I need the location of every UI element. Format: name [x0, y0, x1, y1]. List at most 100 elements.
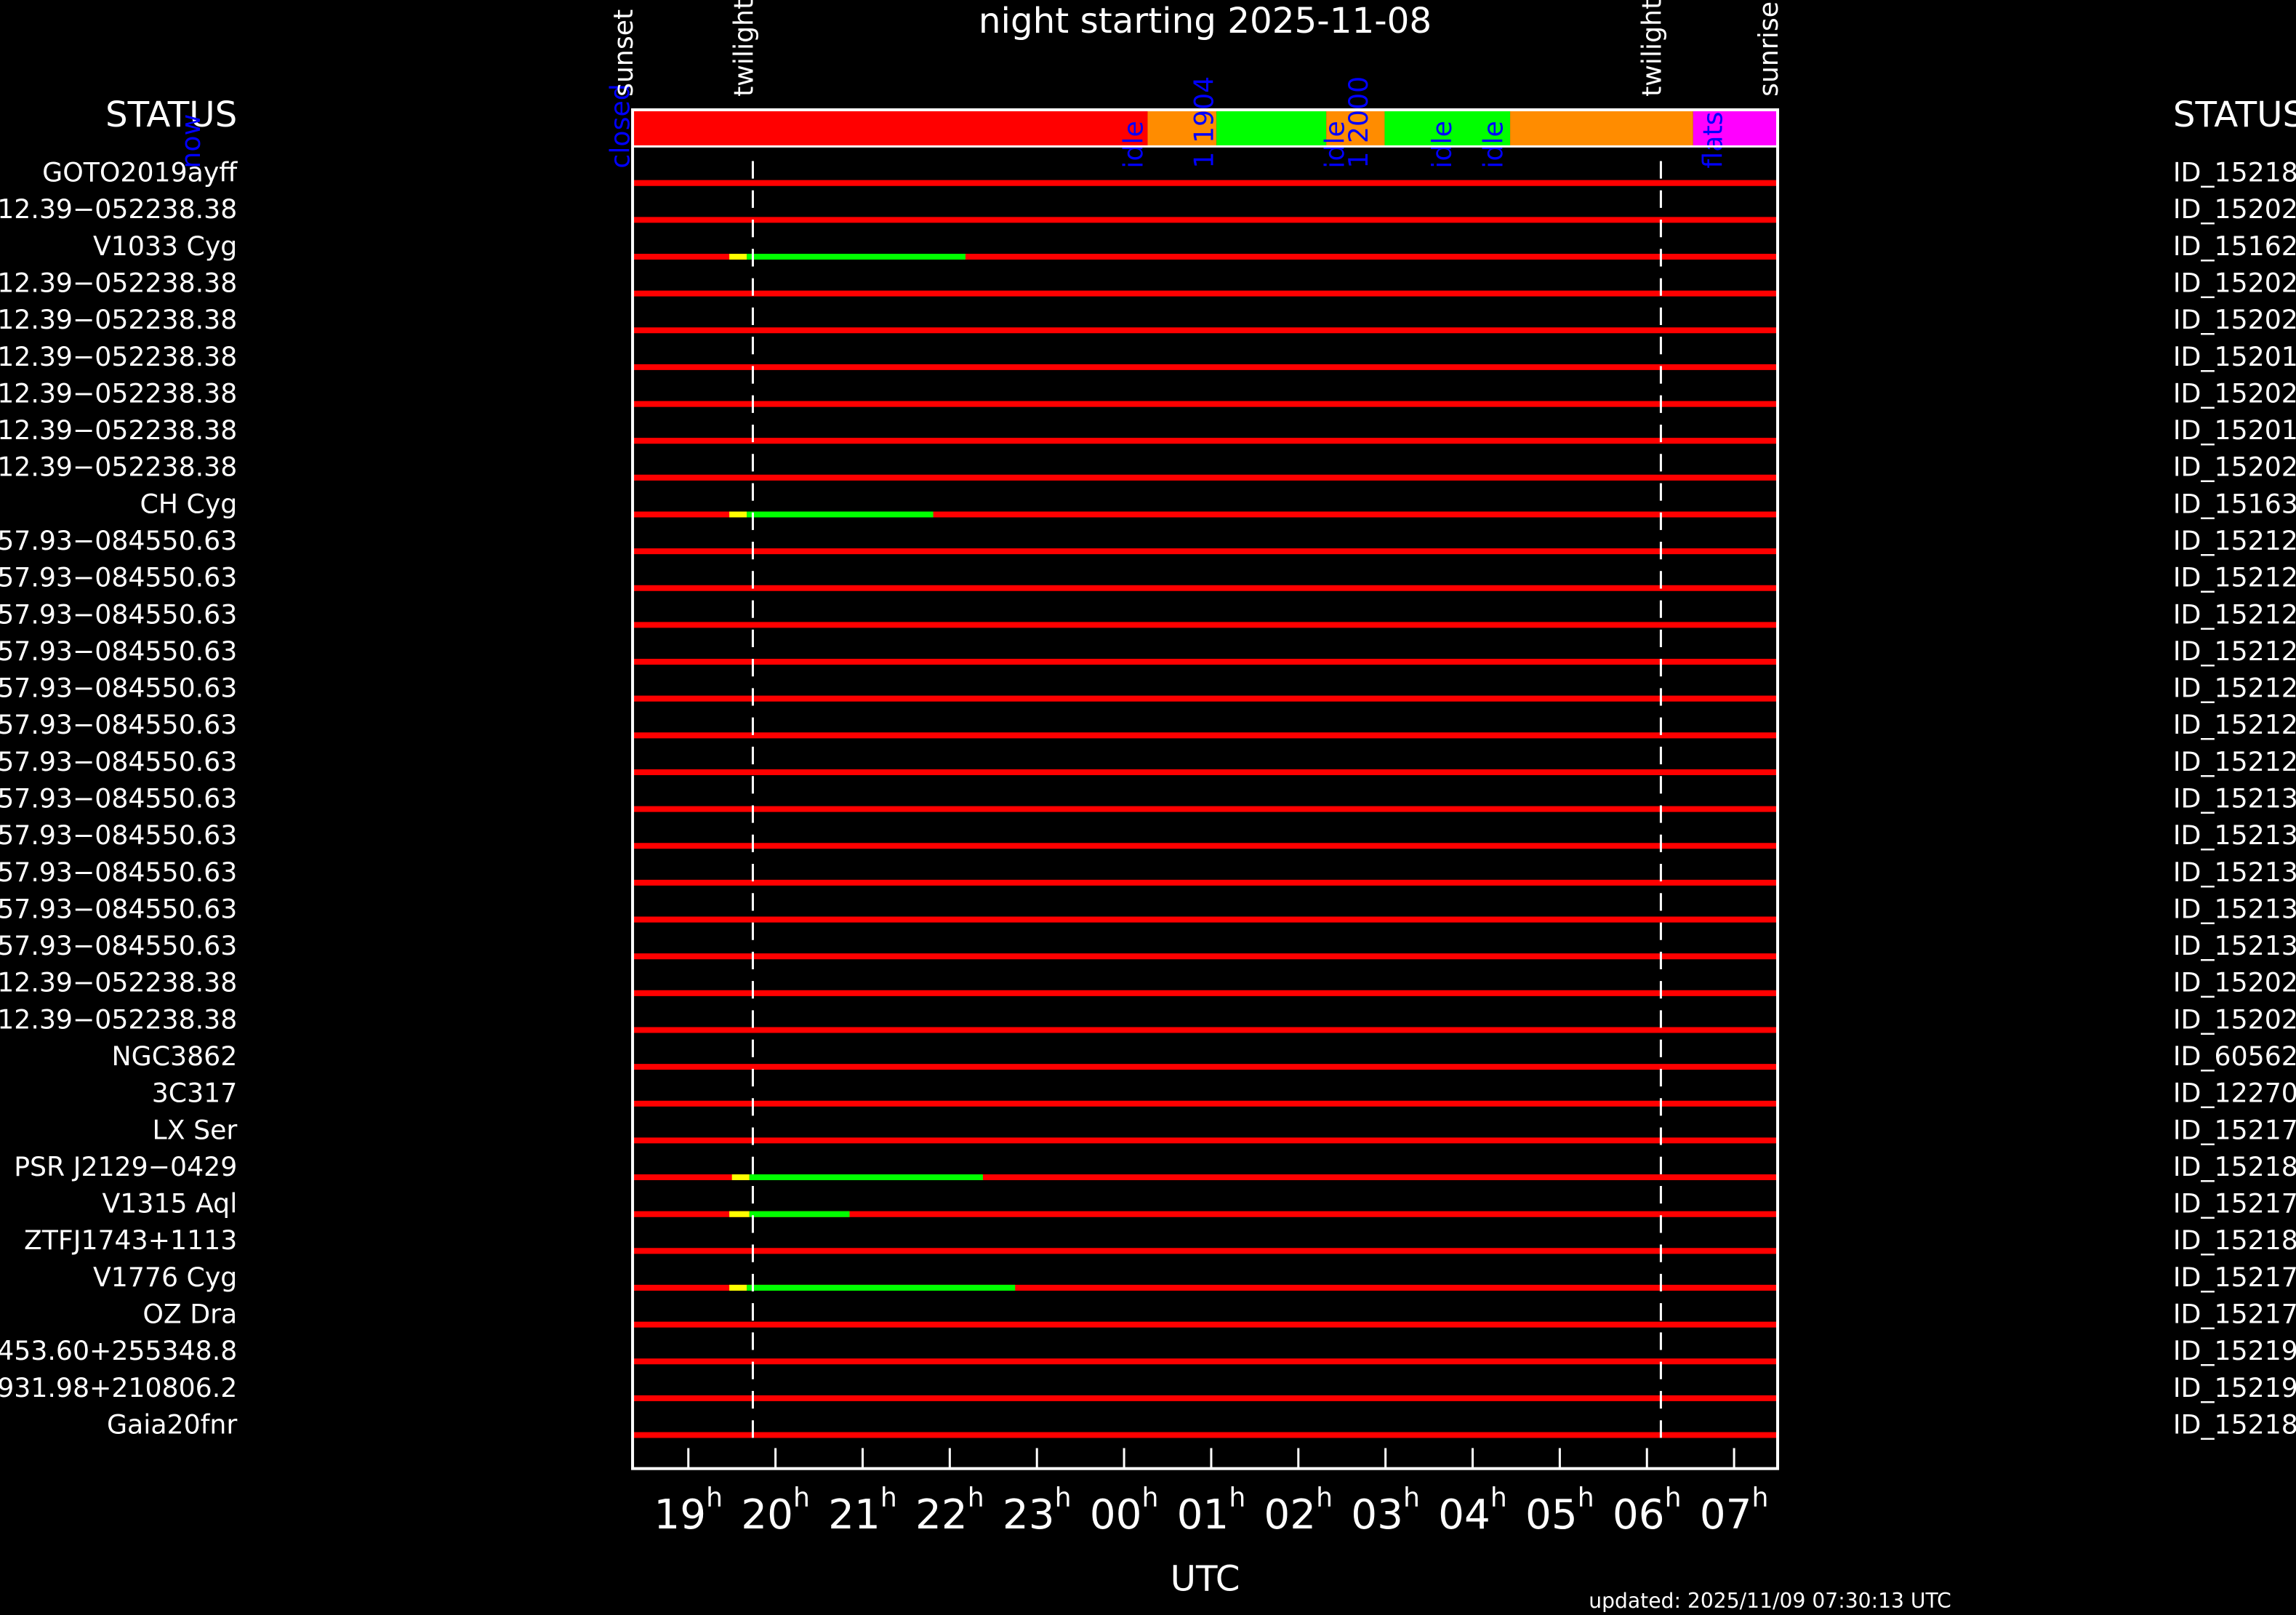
- x-tick-label-main: 04: [1438, 1491, 1490, 1539]
- x-tick-label: 23h: [1003, 1482, 1072, 1539]
- row-id: ID_15218: [2173, 1151, 2296, 1182]
- x-tick-label-main: 19: [654, 1491, 706, 1539]
- row-name: 12.39−052238.38: [0, 341, 237, 372]
- plot-frame: [631, 108, 1780, 1470]
- status-label: idle: [1320, 121, 1351, 168]
- row-id: ID_15212: [2173, 598, 2296, 630]
- row-name: V1033 Cyg: [93, 231, 237, 262]
- status-label: now: [175, 114, 206, 169]
- row-name: 57.93−084550.63: [0, 562, 237, 593]
- row-name: PSR J2129−0429: [14, 1151, 237, 1182]
- event-label: twilight: [1636, 0, 1667, 97]
- x-tick-label: 01h: [1177, 1482, 1246, 1539]
- row-id: ID_15212: [2173, 673, 2296, 704]
- row-id: ID_15213: [2173, 930, 2296, 961]
- row-name: Gaia20fnr: [107, 1408, 237, 1440]
- x-tick-label-sup: h: [968, 1482, 984, 1513]
- row-id: ID_15162: [2173, 231, 2296, 262]
- row-name: ZTFJ1743+1113: [24, 1225, 237, 1256]
- status-label: 1 2000: [1343, 76, 1374, 169]
- row-name: 57.93−084550.63: [0, 930, 237, 961]
- row-id: ID_15202: [2173, 1003, 2296, 1035]
- row-id: ID_15202: [2173, 193, 2296, 225]
- status-segment: [1693, 110, 1778, 147]
- row-name: 12.39−052238.38: [0, 377, 237, 409]
- status-segment: [1384, 110, 1511, 147]
- x-tick-label-main: 05: [1525, 1491, 1578, 1539]
- row-name: 931.98+210806.2: [0, 1372, 237, 1403]
- row-id: ID_15202: [2173, 377, 2296, 409]
- row-id: ID_15201: [2173, 341, 2296, 372]
- row-id: ID_15202: [2173, 967, 2296, 998]
- x-tick-label-main: 21: [828, 1491, 880, 1539]
- left-header: STATUS: [105, 95, 237, 135]
- row-id: ID_15212: [2173, 562, 2296, 593]
- x-tick-label: 02h: [1264, 1482, 1333, 1539]
- row-name: 453.60+255348.8: [0, 1335, 237, 1366]
- row-name: CH Cyg: [140, 488, 237, 519]
- x-tick-label-sup: h: [1751, 1482, 1768, 1513]
- x-tick-label-main: 00: [1090, 1491, 1142, 1539]
- row-name: 12.39−052238.38: [0, 452, 237, 483]
- row-id: ID_15212: [2173, 636, 2296, 667]
- x-tick-label-sup: h: [1141, 1482, 1158, 1513]
- x-tick-label: 22h: [915, 1482, 984, 1539]
- row-id: ID_15217: [2173, 1188, 2296, 1219]
- row-id: ID_15217: [2173, 1262, 2296, 1293]
- status-segment: [1326, 110, 1385, 147]
- row-id: ID_15213: [2173, 819, 2296, 851]
- x-tick-label: 06h: [1613, 1482, 1682, 1539]
- status-label: closed: [605, 84, 636, 168]
- row-id: ID_15201: [2173, 414, 2296, 446]
- x-tick-label-main: 06: [1613, 1491, 1665, 1539]
- x-tick-label-sup: h: [706, 1482, 723, 1513]
- x-tick-label-sup: h: [793, 1482, 810, 1513]
- row-name: 12.39−052238.38: [0, 268, 237, 299]
- row-id: ID_15218: [2173, 1225, 2296, 1256]
- x-tick-label-sup: h: [880, 1482, 897, 1513]
- row-name: 3C317: [152, 1078, 238, 1109]
- x-tick-label: 07h: [1700, 1482, 1769, 1539]
- status-label: idle: [1478, 121, 1509, 168]
- row-name: 57.93−084550.63: [0, 673, 237, 704]
- row-id: ID_15212: [2173, 525, 2296, 556]
- x-tick-label-sup: h: [1055, 1482, 1072, 1513]
- x-tick-label: 21h: [828, 1482, 897, 1539]
- row-name: 57.93−084550.63: [0, 709, 237, 740]
- row-id: ID_60562: [2173, 1041, 2296, 1072]
- event-label: sunrise: [1753, 1, 1784, 97]
- row-name: V1776 Cyg: [93, 1262, 237, 1293]
- row-name: 57.93−084550.63: [0, 819, 237, 851]
- row-id: ID_15212: [2173, 746, 2296, 777]
- row-name: 57.93−084550.63: [0, 783, 237, 814]
- footer: updated: 2025/11/09 07:30:13 UTC: [1589, 1589, 1951, 1613]
- row-name: 12.39−052238.38: [0, 414, 237, 446]
- x-tick-label: 20h: [741, 1482, 810, 1539]
- row-name: 57.93−084550.63: [0, 893, 237, 924]
- x-tick-label: 05h: [1525, 1482, 1594, 1539]
- status-label: idle: [1118, 121, 1149, 168]
- row-name: OZ Dra: [143, 1299, 237, 1330]
- row-id: ID_15163: [2173, 488, 2296, 519]
- x-tick-label: 19h: [654, 1482, 723, 1539]
- row-name: LX Ser: [153, 1114, 238, 1145]
- x-tick-label-main: 20: [741, 1491, 793, 1539]
- x-tick-label-main: 23: [1003, 1491, 1055, 1539]
- x-tick-label-main: 01: [1177, 1491, 1229, 1539]
- x-tick-label-sup: h: [1665, 1482, 1682, 1513]
- row-id: ID_15202: [2173, 268, 2296, 299]
- row-id: ID_15217: [2173, 1299, 2296, 1330]
- row-id: ID_15219: [2173, 1335, 2296, 1366]
- row-name: NGC3862: [112, 1041, 238, 1072]
- event-label: twilight: [728, 0, 759, 97]
- row-id: ID_15219: [2173, 1372, 2296, 1403]
- x-tick-label-sup: h: [1316, 1482, 1333, 1513]
- row-name: 57.93−084550.63: [0, 746, 237, 777]
- status-label: flats: [1698, 111, 1729, 168]
- x-tick-label: 03h: [1351, 1482, 1420, 1539]
- x-tick-label-sup: h: [1578, 1482, 1594, 1513]
- row-name: 57.93−084550.63: [0, 525, 237, 556]
- x-tick-label-main: 22: [915, 1491, 968, 1539]
